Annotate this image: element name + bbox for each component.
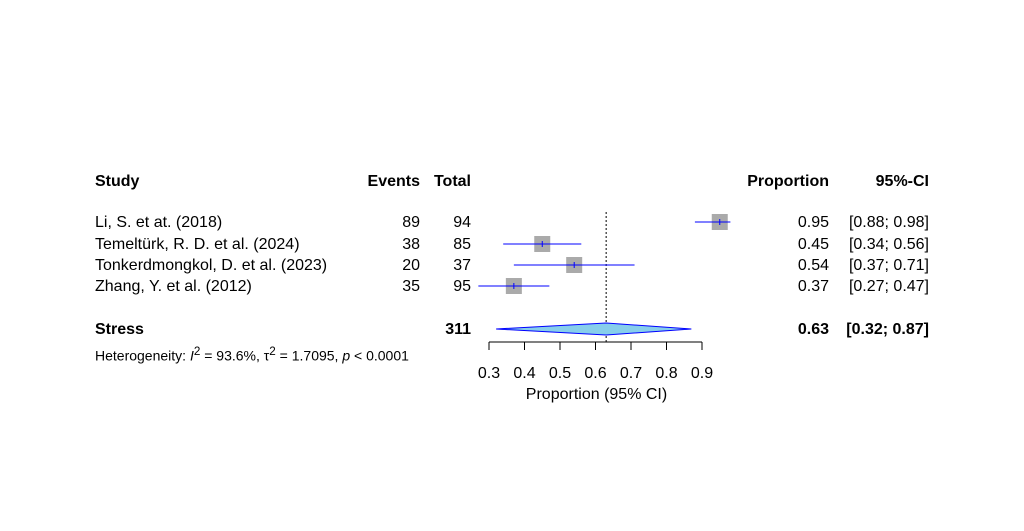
pooled-ci: [0.32; 0.87] [846,321,929,338]
study-events: 35 [402,278,420,295]
header-events: Events [367,173,420,190]
study-events: 89 [402,214,420,231]
p-symbol: p [342,347,351,364]
i2-value: = 93.6%, [200,347,264,364]
study-ci: [0.34; 0.56] [848,236,929,253]
study-ci: [0.27; 0.47] [848,278,929,295]
study-ci: [0.88; 0.98] [848,214,929,231]
study-proportion: 0.45 [797,236,829,253]
header-total: Total [433,173,471,190]
study-name: Tonkerdmongkol, D. et al. (2023) [95,257,328,274]
heterogeneity-prefix: Heterogeneity: [95,347,190,364]
study-events: 20 [402,257,420,274]
x-tick-label: 0.4 [513,365,535,382]
header-study: Study [95,173,140,190]
i2-symbol: I [189,347,194,364]
i2-superscript: 2 [193,345,201,358]
tau-symbol: τ [263,347,270,364]
tau-value: = 1.7095, [275,347,343,364]
pooled-diamond [496,322,692,336]
study-events: 38 [402,236,420,253]
pooled-total: 311 [445,321,471,338]
p-value: < 0.0001 [350,347,409,364]
x-tick-label: 0.3 [478,365,500,382]
x-tick-label: 0.7 [620,365,642,382]
study-name: Zhang, Y. et al. (2012) [95,278,252,295]
header-ci: 95%-CI [875,173,929,190]
x-axis-label: Proportion (95% CI) [526,386,667,403]
study-proportion: 0.95 [797,214,829,231]
pooled-name: Stress [95,321,144,338]
tau-superscript: 2 [269,345,276,358]
study-total: 94 [453,214,471,231]
study-name: Li, S. et at. (2018) [95,214,223,231]
x-tick-label: 0.5 [549,365,571,382]
header-proportion: Proportion [747,173,829,190]
x-tick-label: 0.9 [691,365,713,382]
study-total: 37 [453,257,471,274]
x-tick-label: 0.6 [584,365,606,382]
x-tick-label: 0.8 [655,365,677,382]
study-ci: [0.37; 0.71] [848,257,929,274]
pooled-proportion: 0.63 [797,321,829,338]
study-total: 85 [453,236,471,253]
study-total: 95 [453,278,471,295]
study-proportion: 0.37 [797,278,829,295]
study-name: Temeltürk, R. D. et al. (2024) [95,236,300,253]
study-proportion: 0.54 [797,257,829,274]
heterogeneity-text: Heterogeneity: I2 = 93.6%, τ2 = 1.7095, … [95,343,409,365]
